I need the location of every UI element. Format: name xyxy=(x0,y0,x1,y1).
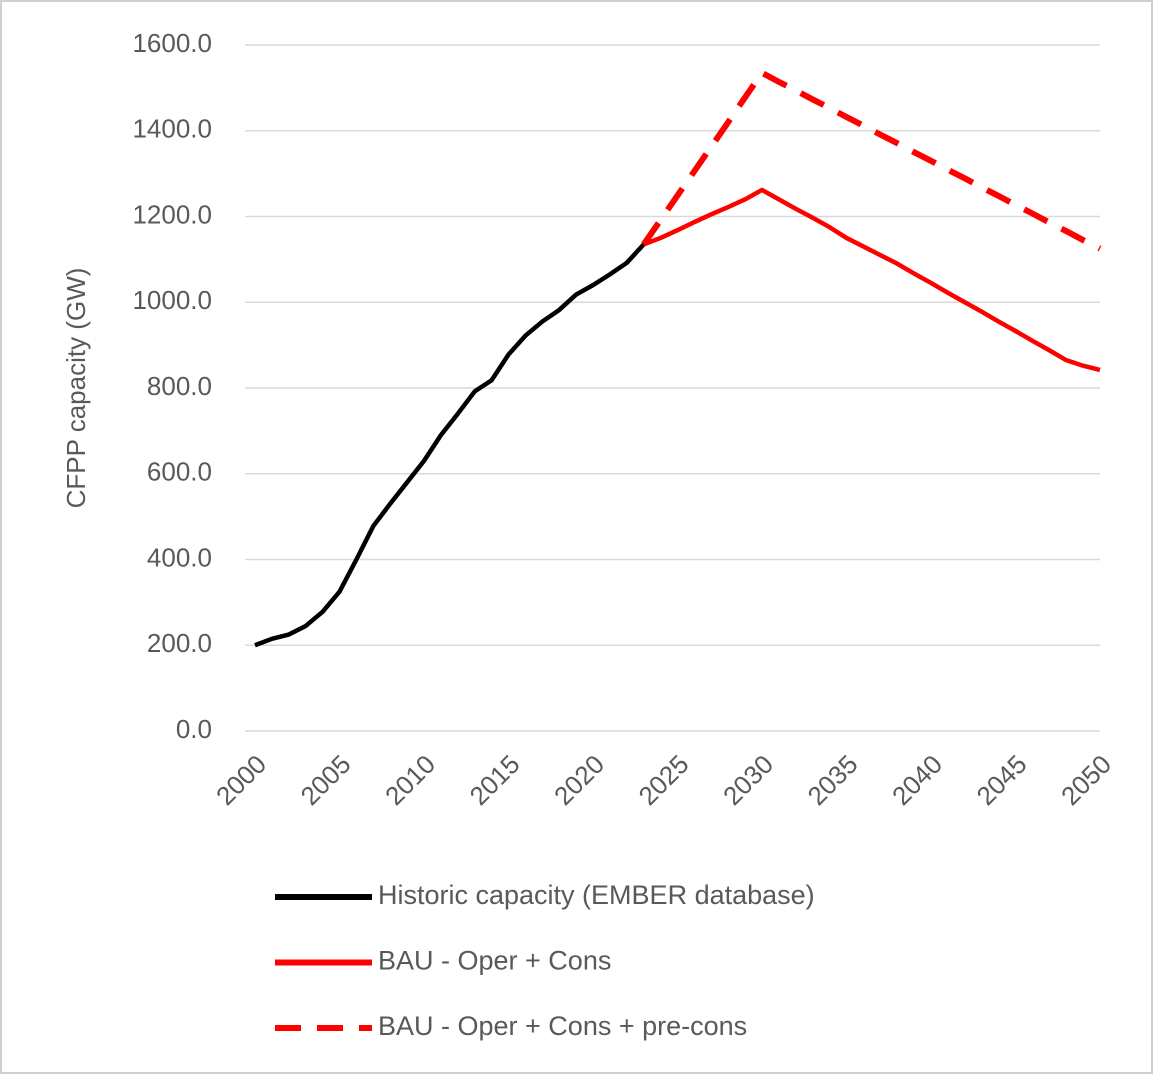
y-tick-label: 1000.0 xyxy=(132,285,212,315)
y-tick-label: 1200.0 xyxy=(132,199,212,229)
y-tick-label: 400.0 xyxy=(147,542,212,572)
y-axis-label: CFPP capacity (GW) xyxy=(61,268,91,509)
legend-label: BAU - Oper + Cons + pre-cons xyxy=(378,1011,747,1041)
y-tick-label: 0.0 xyxy=(176,714,212,744)
y-tick-label: 1600.0 xyxy=(132,28,212,58)
y-tick-label: 600.0 xyxy=(147,457,212,487)
series-line xyxy=(641,69,1102,252)
series-line xyxy=(642,187,1101,373)
y-tick-label: 1400.0 xyxy=(132,114,212,144)
y-tick-label: 800.0 xyxy=(147,371,212,401)
legend-label: BAU - Oper + Cons xyxy=(378,946,611,976)
legend-label: Historic capacity (EMBER database) xyxy=(378,880,815,910)
y-tick-label: 200.0 xyxy=(147,628,212,658)
series-line xyxy=(254,242,646,648)
